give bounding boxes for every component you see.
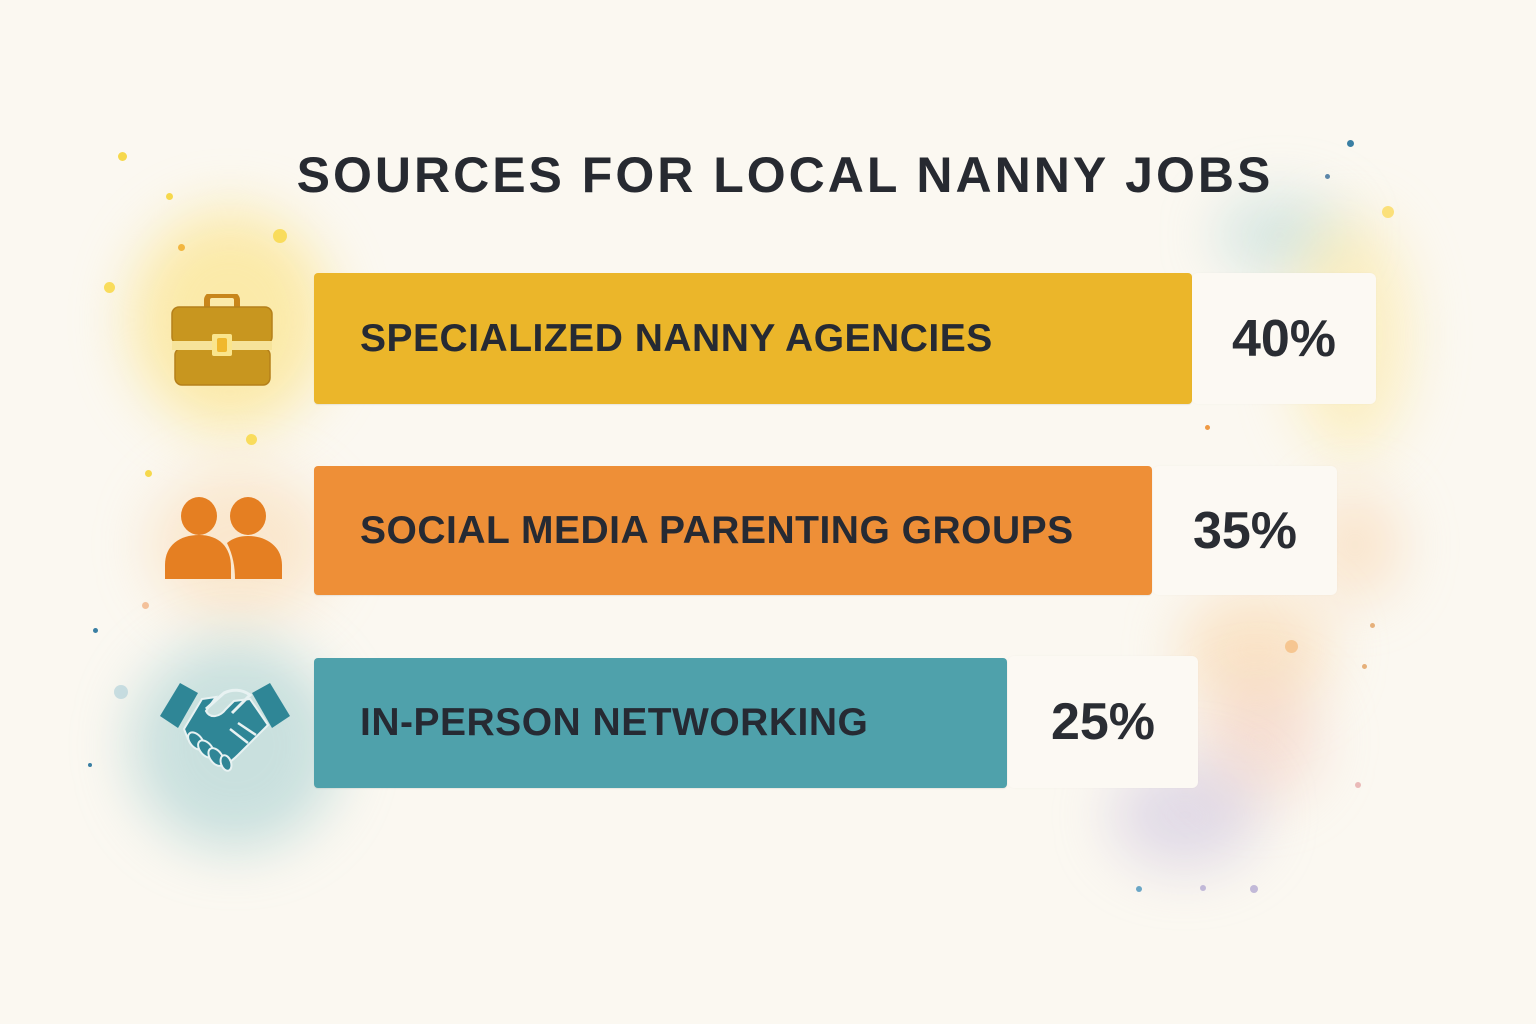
splatter-dot bbox=[1370, 623, 1375, 628]
value-box: 25% bbox=[1008, 656, 1198, 788]
splatter-dot bbox=[1205, 425, 1210, 430]
value-label: 40% bbox=[1231, 309, 1337, 368]
splatter-dot bbox=[1200, 885, 1206, 891]
value-label: 25% bbox=[1050, 693, 1156, 751]
bar-agencies: SPECIALIZED NANNY AGENCIES bbox=[314, 273, 1192, 404]
splatter-dot bbox=[273, 229, 287, 243]
splatter-dot bbox=[104, 282, 115, 293]
briefcase-icon bbox=[170, 292, 274, 395]
bar-networking: IN-PERSON NETWORKING bbox=[314, 658, 1007, 788]
value-box: 40% bbox=[1192, 273, 1376, 404]
chart-title: SOURCES FOR LOCAL NANNY JOBS bbox=[296, 146, 1274, 203]
people-icon bbox=[163, 495, 285, 588]
watercolor-wash-teal-right bbox=[1215, 195, 1345, 275]
splatter-dot bbox=[1136, 886, 1142, 892]
splatter-dot bbox=[1362, 664, 1367, 669]
splatter-dot bbox=[88, 763, 92, 767]
splatter-dot bbox=[1250, 885, 1258, 893]
splatter-dot bbox=[1355, 782, 1361, 788]
splatter-dot bbox=[145, 470, 152, 477]
splatter-dot bbox=[178, 244, 185, 251]
splatter-dot bbox=[142, 602, 149, 609]
bar-social-media: SOCIAL MEDIA PARENTING GROUPS bbox=[314, 466, 1152, 595]
watercolor-wash-orange-lower bbox=[1180, 590, 1330, 710]
splatter-dot bbox=[1382, 206, 1394, 218]
bar-label: SPECIALIZED NANNY AGENCIES bbox=[360, 316, 993, 360]
value-box: 35% bbox=[1153, 466, 1337, 595]
bar-label: IN-PERSON NETWORKING bbox=[360, 701, 869, 744]
splatter-dot bbox=[246, 434, 257, 445]
splatter-dot bbox=[114, 685, 128, 699]
handshake-icon bbox=[158, 683, 292, 778]
bar-label: SOCIAL MEDIA PARENTING GROUPS bbox=[360, 508, 1074, 552]
splatter-dot bbox=[1285, 640, 1298, 653]
watercolor-wash-pink bbox=[1200, 680, 1320, 800]
splatter-dot bbox=[93, 628, 98, 633]
value-label: 35% bbox=[1192, 501, 1298, 560]
